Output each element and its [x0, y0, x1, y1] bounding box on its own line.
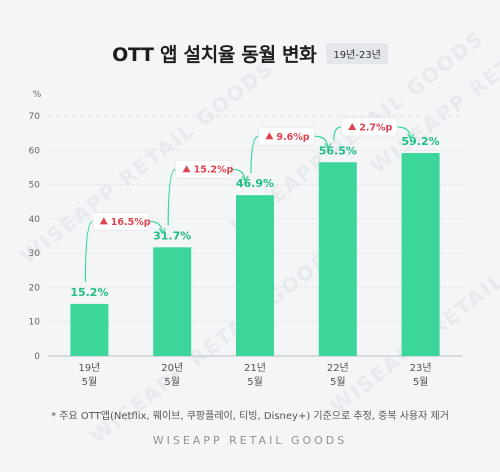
- y-tick-label: 60: [29, 146, 41, 156]
- bar-value-label: 15.2%: [70, 286, 108, 299]
- growth-label: 16.5%p: [111, 217, 151, 228]
- bar-23년: [401, 153, 440, 356]
- bar-value-label: 46.9%: [236, 177, 274, 190]
- growth-callout-box: [257, 126, 315, 146]
- y-axis-unit: %: [33, 90, 42, 100]
- up-triangle-icon: [182, 165, 191, 173]
- growth-label: 15.2%p: [194, 165, 234, 176]
- y-tick-label: 10: [29, 318, 41, 328]
- arrow-head-icon: [158, 228, 166, 235]
- title-row: OTT 앱 설치율 동월 변화 19년-23년: [0, 40, 500, 67]
- x-tick-label-month: 5월: [330, 376, 346, 388]
- connector-line: [250, 135, 259, 174]
- bar-22년: [318, 162, 357, 356]
- connector-line: [148, 220, 163, 234]
- arrow-head-icon: [324, 142, 332, 150]
- growth-callout-box: [175, 159, 233, 179]
- growth-callout-box: [340, 117, 398, 137]
- x-tick-label-year: 19년: [78, 362, 100, 374]
- connector-line: [167, 168, 176, 226]
- arrow-head-icon: [407, 133, 415, 141]
- y-tick-label: 30: [29, 249, 41, 259]
- x-tick-label-year: 22년: [327, 362, 349, 374]
- up-triangle-icon: [348, 123, 357, 131]
- y-tick-label: 0: [34, 352, 40, 362]
- growth-label: 9.6%p: [276, 132, 309, 143]
- brand-footer: WISEAPP RETAIL GOODS: [152, 434, 348, 447]
- connector-line: [397, 126, 412, 140]
- bar-19년: [70, 303, 109, 356]
- y-tick-label: 50: [29, 181, 41, 191]
- x-tick-label-month: 5월: [247, 376, 263, 388]
- x-tick-label-year: 21년: [244, 362, 266, 374]
- bar-chart: % 0 10 20 30 40 50 60 70 15.2% 19년 5월 31.7% 20년 5월 46.9…: [29, 90, 462, 388]
- period-badge: 19년-23년: [326, 43, 388, 64]
- bar-value-label: 59.2%: [402, 135, 440, 148]
- footnote: * 주요 OTT앱(Netflix, 웨이브, 쿠팡플레이, 티빙, Disne…: [51, 411, 449, 422]
- arrow-head-icon: [241, 175, 249, 183]
- y-tick-label: 20: [29, 283, 41, 293]
- up-triangle-icon: [265, 132, 274, 140]
- y-tick-label: 40: [29, 215, 41, 225]
- connector-line: [84, 220, 94, 282]
- bar-20년: [153, 247, 192, 356]
- growth-label: 2.7%p: [359, 123, 392, 134]
- x-tick-label-month: 5월: [413, 376, 429, 388]
- bar-21년: [236, 195, 274, 356]
- connector-line: [333, 126, 342, 141]
- bar-value-label: 31.7%: [153, 229, 191, 242]
- x-tick-label-year: 20년: [161, 362, 183, 374]
- x-tick-label-year: 23년: [410, 362, 432, 374]
- x-tick-label-month: 5월: [164, 376, 180, 388]
- bar-value-label: 56.5%: [319, 144, 357, 157]
- y-tick-label: 70: [29, 112, 41, 122]
- x-tick-label-month: 5월: [82, 376, 98, 388]
- chart-title: OTT 앱 설치율 동월 변화: [112, 44, 317, 66]
- growth-callout-box: [92, 211, 150, 231]
- up-triangle-icon: [99, 217, 108, 225]
- connector-line: [314, 135, 329, 149]
- connector-line: [231, 168, 246, 182]
